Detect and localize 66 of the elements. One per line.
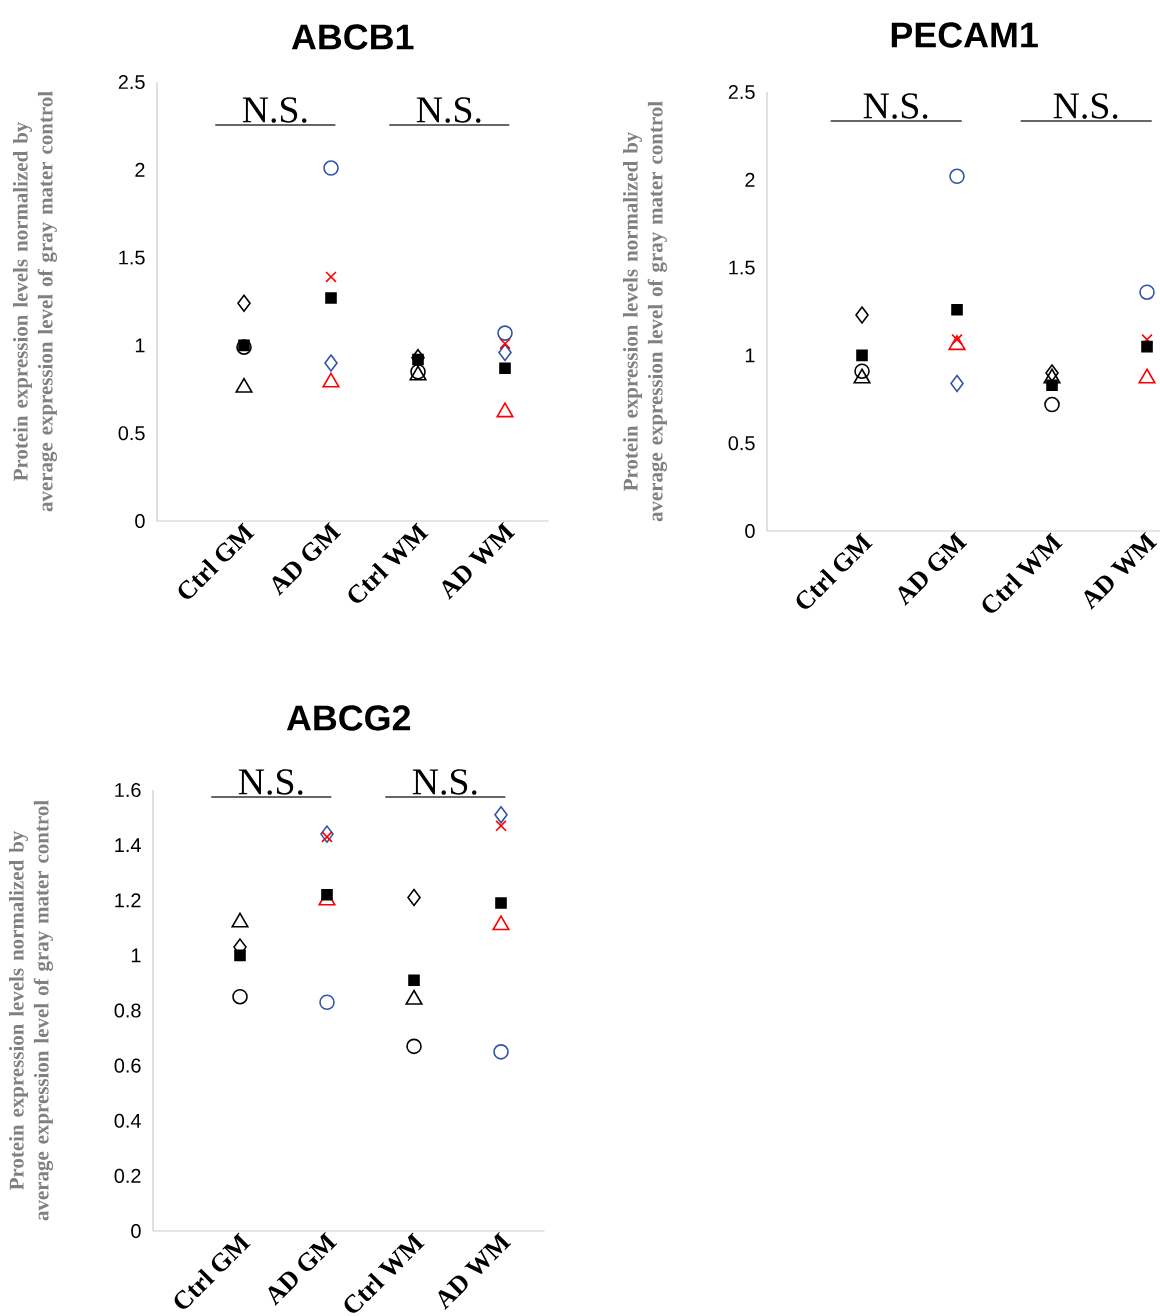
chart-title: ABCB1 — [291, 24, 414, 50]
point — [1045, 364, 1059, 382]
point — [495, 897, 507, 909]
annotation: N.S. — [242, 97, 307, 123]
point — [408, 974, 420, 986]
point — [499, 337, 511, 350]
y-tick-label: 1 — [745, 348, 755, 363]
point — [855, 306, 869, 324]
y-tick-label: 0 — [135, 513, 145, 529]
y-tick-label: 1 — [131, 948, 141, 963]
x-tick-label: Ctrl GM — [796, 532, 873, 609]
y-tick-label: 0 — [131, 1223, 141, 1239]
point — [1141, 340, 1153, 353]
chart-title: PECAM1 — [891, 22, 1038, 48]
point — [495, 820, 507, 832]
y-tick-label: 0.6 — [114, 1058, 141, 1073]
annotation: N.S. — [412, 769, 477, 795]
x-tick-label: AD WM — [1084, 531, 1158, 610]
y-tick-label: 2 — [745, 172, 755, 187]
annotation: N.S. — [416, 97, 481, 123]
x-tick-label: AD GM — [272, 521, 342, 596]
y-tick-label: 1.6 — [115, 782, 141, 798]
x-tick-label: Ctrl GM — [174, 1232, 251, 1309]
x-tick-label: Ctrl WM — [982, 532, 1063, 613]
point — [325, 292, 337, 304]
x-tick-label: Ctrl WM — [348, 522, 429, 603]
point — [949, 168, 965, 185]
point — [948, 335, 966, 351]
x-tick-label: Ctrl WM — [344, 1232, 425, 1313]
point — [951, 303, 963, 316]
chart-title: ABCG2 — [286, 705, 411, 731]
point — [321, 831, 333, 843]
annotation: N.S. — [1053, 93, 1118, 119]
y-tick-label: 1 — [135, 338, 145, 353]
point — [951, 333, 963, 346]
x-tick-label: AD GM — [268, 1231, 338, 1306]
y-tick-label: 2 — [135, 162, 145, 177]
y-tick-label: 2.5 — [728, 84, 755, 100]
point — [321, 888, 333, 901]
annotation: N.S. — [863, 93, 928, 119]
y-tick-label: 0.5 — [728, 436, 755, 451]
x-tick-label: AD GM — [898, 531, 968, 606]
y-tick-label: 0.4 — [114, 1113, 141, 1128]
y-tick-label: 0.5 — [118, 426, 145, 441]
x-tick-label: Ctrl GM — [178, 522, 255, 599]
y-tick-label: 1.4 — [115, 838, 141, 852]
annotation: N.S. — [238, 769, 303, 795]
y-tick-label: 0.8 — [114, 1003, 141, 1018]
y-axis-title: Protein expression levels normalized by average expression level of gray mater control — [12, 91, 58, 512]
point — [1139, 284, 1155, 300]
y-tick-label: 0 — [745, 523, 755, 539]
point — [234, 949, 246, 962]
point — [412, 353, 424, 366]
y-tick-label: 2.5 — [118, 74, 145, 90]
point — [499, 362, 511, 375]
y-tick-label: 0.2 — [114, 1168, 141, 1183]
y-axis-title: Protein expression levels normalized by average expression level of gray mater control — [8, 800, 54, 1221]
y-tick-label: 1.5 — [729, 260, 755, 275]
point — [1046, 379, 1058, 392]
x-tick-label: AD WM — [442, 521, 516, 600]
point — [856, 349, 868, 362]
y-tick-label: 1.2 — [115, 893, 141, 908]
x-tick-label: AD WM — [438, 1231, 512, 1310]
point — [325, 271, 337, 283]
y-tick-label: 1.5 — [119, 250, 145, 265]
y-axis-title: Protein expression levels normalized by average expression level of gray mater control — [622, 101, 668, 522]
